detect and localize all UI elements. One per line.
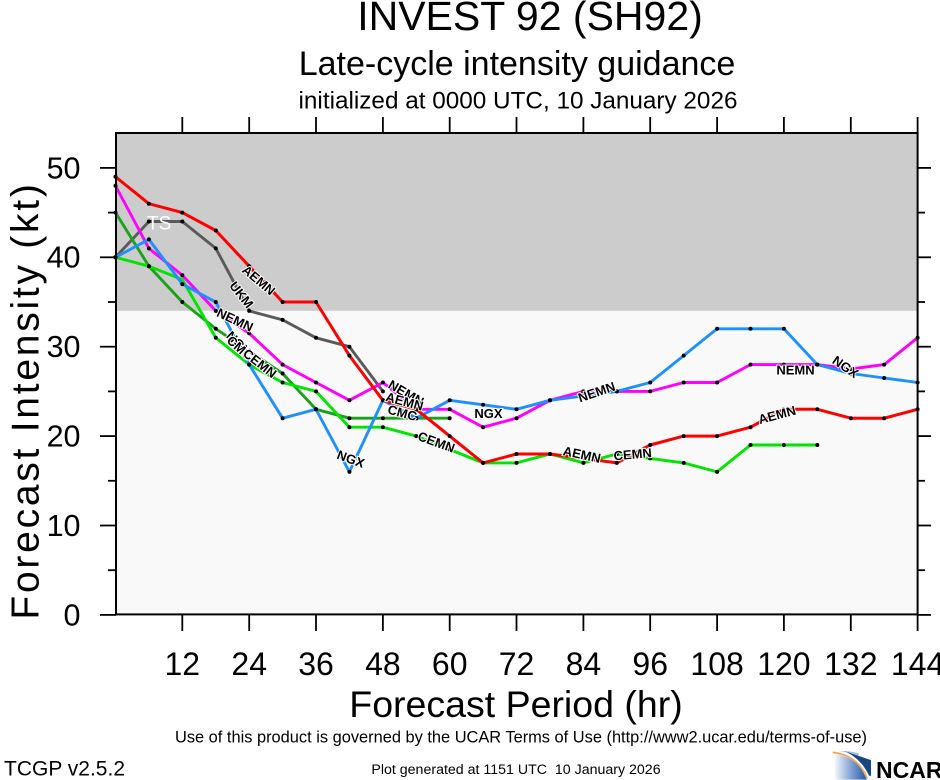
svg-text:108: 108 xyxy=(690,646,743,682)
svg-text:INVEST 92 (SH92): INVEST 92 (SH92) xyxy=(357,0,703,39)
svg-text:Forecast Intensity (kt): Forecast Intensity (kt) xyxy=(5,181,48,619)
svg-text:NGX: NGX xyxy=(474,406,503,421)
svg-text:Forecast Period (hr): Forecast Period (hr) xyxy=(349,683,682,725)
svg-text:48: 48 xyxy=(365,646,401,682)
svg-text:0: 0 xyxy=(64,598,81,632)
svg-text:72: 72 xyxy=(499,646,535,682)
svg-text:CEMN: CEMN xyxy=(613,445,652,463)
svg-text:Use of this product is governe: Use of this product is governed by the U… xyxy=(175,729,867,747)
svg-text:144: 144 xyxy=(891,646,940,682)
svg-text:36: 36 xyxy=(298,646,334,682)
svg-text:20: 20 xyxy=(47,420,81,454)
svg-text:132: 132 xyxy=(824,646,877,682)
svg-text:60: 60 xyxy=(432,646,468,682)
svg-text:30: 30 xyxy=(47,330,81,364)
svg-text:NCAR: NCAR xyxy=(876,757,940,780)
svg-text:Plot generated at 1151 UTC 10: Plot generated at 1151 UTC 10 January 20… xyxy=(371,762,660,778)
svg-text:50: 50 xyxy=(47,151,81,185)
svg-text:120: 120 xyxy=(757,646,810,682)
svg-text:12: 12 xyxy=(165,646,201,682)
svg-text:Late-cycle intensity guidance: Late-cycle intensity guidance xyxy=(299,45,736,83)
svg-text:84: 84 xyxy=(566,646,602,682)
svg-text:initialized at 0000 UTC, 10 Ja: initialized at 0000 UTC, 10 January 2026 xyxy=(299,88,738,115)
svg-text:40: 40 xyxy=(47,241,81,275)
svg-text:TCGP v2.5.2: TCGP v2.5.2 xyxy=(4,758,125,780)
svg-text:NEMN: NEMN xyxy=(776,362,814,377)
svg-text:10: 10 xyxy=(47,509,81,543)
svg-text:TS: TS xyxy=(147,214,171,235)
svg-text:96: 96 xyxy=(632,646,668,682)
svg-text:24: 24 xyxy=(231,646,267,682)
